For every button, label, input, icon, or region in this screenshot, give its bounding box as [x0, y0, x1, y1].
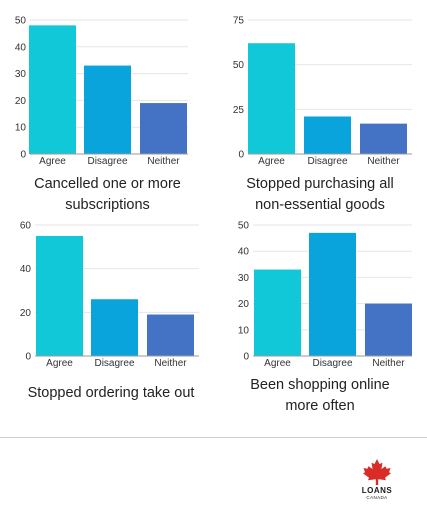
y-tick-label: 0 — [25, 352, 31, 363]
bar-disagree — [309, 232, 356, 356]
y-tick-label: 60 — [20, 221, 32, 232]
x-tick-label-agree: Agree — [258, 156, 285, 167]
caption-line: Stopped ordering take out — [27, 385, 195, 401]
caption-cancelled-subscriptions: Cancelled one or more subscriptions — [0, 174, 215, 216]
y-tick-label: 40 — [15, 42, 27, 53]
x-tick-label-agree: Agree — [264, 358, 291, 369]
bar-agree — [29, 25, 76, 154]
chart-shopping-online: 0 10 20 30 40 50 Agree Disagree Neither — [213, 215, 427, 380]
y-tick-label: 40 — [238, 247, 250, 258]
chart-svg: 0 25 50 75 Agree Disagree Neither — [233, 16, 412, 167]
y-tick-label: 30 — [15, 69, 27, 80]
y-tick-label: 20 — [15, 96, 27, 107]
bar-disagree — [304, 116, 351, 154]
logo-subtext: CANADA — [366, 495, 388, 500]
y-tick-label: 0 — [20, 150, 26, 161]
y-tick-label: 40 — [20, 264, 32, 275]
chart-stopped-purchasing: 0 25 50 75 Agree Disagree Neither — [213, 10, 427, 175]
x-tick-label-agree: Agree — [46, 358, 73, 369]
caption-line: more often — [285, 398, 355, 414]
bar-disagree — [91, 299, 138, 356]
loans-canada-logo: LOANS CANADA — [355, 458, 399, 510]
x-tick-label-neither: Neither — [154, 358, 187, 369]
x-tick-label-disagree: Disagree — [312, 358, 352, 369]
y-tick-label: 10 — [15, 123, 27, 134]
caption-stopped-purchasing: Stopped purchasing all non-essential goo… — [213, 174, 427, 216]
logo-wordmark: LOANS — [361, 486, 393, 495]
caption-line: Been shopping online — [250, 377, 390, 393]
caption-line: non-essential goods — [255, 197, 385, 213]
bar-agree — [36, 235, 83, 356]
caption-line: Cancelled one or more — [34, 176, 181, 192]
chart-svg: 0 10 20 30 40 50 Agree Disagree Neither — [15, 16, 188, 167]
bar-neither — [140, 103, 187, 154]
chart-svg: 0 20 40 60 Agree Disagree Neither — [20, 221, 199, 369]
y-tick-label: 50 — [15, 16, 27, 27]
x-tick-label-neither: Neither — [372, 358, 405, 369]
y-tick-label: 25 — [233, 105, 245, 116]
x-tick-label-disagree: Disagree — [307, 156, 347, 167]
bar-neither — [365, 303, 412, 356]
bar-agree — [254, 269, 301, 356]
y-tick-label: 50 — [238, 221, 250, 232]
y-tick-label: 20 — [20, 308, 32, 319]
x-tick-label-agree: Agree — [39, 156, 66, 167]
y-tick-label: 20 — [238, 299, 250, 310]
x-tick-label-disagree: Disagree — [94, 358, 134, 369]
footer-divider — [0, 437, 427, 438]
caption-line: subscriptions — [65, 197, 150, 213]
bar-neither — [360, 123, 407, 154]
y-tick-label: 75 — [233, 16, 245, 27]
x-tick-label-neither: Neither — [147, 156, 180, 167]
y-tick-label: 30 — [238, 273, 250, 284]
y-tick-label: 0 — [238, 150, 244, 161]
bar-disagree — [84, 65, 131, 154]
y-tick-label: 0 — [243, 352, 249, 363]
chart-svg: 0 10 20 30 40 50 Agree Disagree Neither — [238, 221, 412, 369]
chart-cancelled-subscriptions: 0 10 20 30 40 50 Agree Disagree Neither — [0, 10, 214, 175]
chart-stopped-take-out: 0 20 40 60 Agree Disagree Neither — [0, 215, 214, 380]
x-tick-label-neither: Neither — [367, 156, 400, 167]
caption-stopped-take-out: Stopped ordering take out — [0, 383, 222, 404]
y-tick-label: 50 — [233, 60, 245, 71]
y-tick-label: 10 — [238, 325, 250, 336]
x-tick-label-disagree: Disagree — [87, 156, 127, 167]
bar-neither — [147, 314, 194, 356]
maple-leaf-icon — [363, 459, 391, 485]
caption-line: Stopped purchasing all — [246, 176, 394, 192]
bar-agree — [248, 43, 295, 154]
caption-shopping-online: Been shopping online more often — [213, 375, 427, 417]
